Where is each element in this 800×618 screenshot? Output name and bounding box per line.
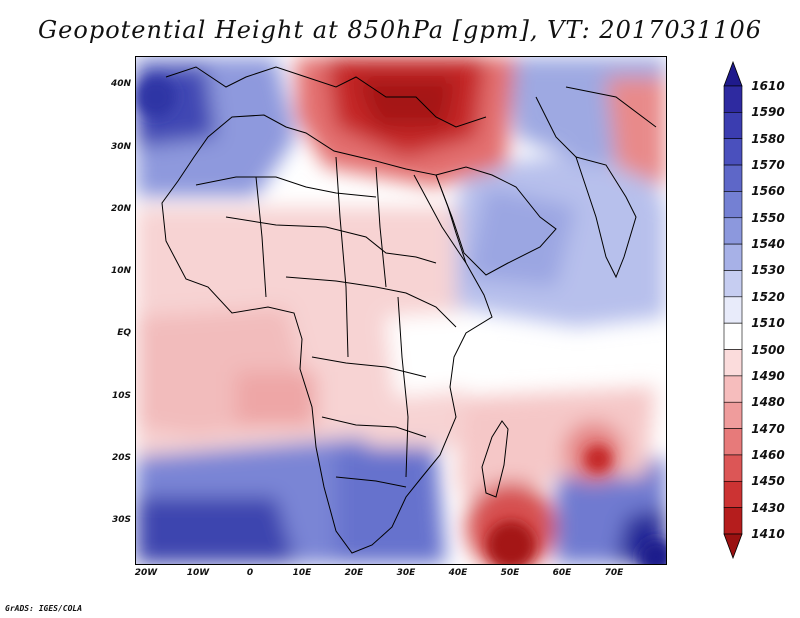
lon-tick-60e: 60E	[552, 568, 572, 578]
colorbar-level-label: 1410	[751, 527, 785, 541]
colorbar-swatch	[723, 296, 743, 324]
lat-tick-30s: 30S	[111, 515, 131, 525]
colorbar-level-label: 1610	[751, 79, 785, 93]
colorbar-swatch	[723, 322, 743, 350]
colorbar-level-label: 1470	[751, 421, 785, 436]
colorbar-swatch	[723, 480, 743, 508]
geopotential-field-map	[136, 57, 666, 564]
colorbar-swatch	[723, 243, 743, 271]
colorbar-level-label: 1430	[751, 500, 785, 515]
colorbar-swatch	[723, 507, 743, 535]
lon-tick-70e: 70E	[604, 568, 624, 578]
credit-text: GrADS: IGES/COLA	[5, 604, 83, 613]
colorbar-swatch	[723, 138, 743, 166]
colorbar-swatch	[723, 401, 743, 429]
colorbar-swatches	[723, 60, 743, 560]
colorbar-level-label: 1570	[751, 158, 785, 173]
lon-tick-40e: 40E	[448, 568, 468, 578]
lon-tick-50e: 50E	[500, 568, 520, 578]
colorbar-level-label: 1520	[751, 289, 785, 304]
colorbar-level-label: 1580	[751, 131, 785, 146]
lat-tick-20n: 20N	[110, 204, 131, 214]
colorbar-bottom-arrow	[723, 533, 743, 560]
colorbar-level-label: 1540	[751, 237, 785, 252]
colorbar-swatch	[723, 112, 743, 140]
colorbar-level-label: 1450	[751, 474, 785, 489]
colorbar-swatch	[723, 375, 743, 403]
lon-tick-10w: 10W	[186, 568, 210, 578]
chart-title: Geopotential Height at 850hPa [gpm], VT:…	[38, 16, 762, 44]
colorbar-level-label: 1460	[751, 447, 785, 462]
colorbar-legend: 1610 1590 1580 1570 1560 1550 1540 1530 1520 1510…	[722, 60, 786, 560]
lon-tick-0: 0	[246, 568, 254, 578]
colorbar-swatch	[723, 454, 743, 482]
colorbar-swatch	[723, 349, 743, 377]
lat-tick-10s: 10S	[111, 391, 131, 401]
height-field-blobs	[136, 57, 666, 564]
map-plot-area[interactable]	[135, 56, 667, 565]
colorbar-swatch	[723, 428, 743, 456]
colorbar-swatch	[723, 270, 743, 298]
colorbar-level-label: 1590	[751, 105, 785, 120]
lon-tick-30e: 30E	[396, 568, 416, 578]
coastline-outlines	[161, 66, 657, 554]
lon-tick-20w: 20W	[134, 568, 158, 578]
lat-tick-eq: EQ	[117, 328, 131, 338]
colorbar-swatch	[723, 85, 743, 113]
lon-tick-20e: 20E	[344, 568, 364, 578]
colorbar-level-label: 1500	[751, 342, 785, 357]
colorbar-level-label: 1530	[751, 263, 785, 278]
lat-tick-30n: 30N	[110, 142, 131, 152]
colorbar-level-label: 1490	[751, 368, 785, 383]
colorbar-swatch	[723, 217, 743, 245]
colorbar-level-label: 1510	[751, 316, 785, 331]
colorbar-swatch	[723, 164, 743, 192]
colorbar-level-label: 1560	[751, 184, 785, 199]
colorbar-level-label: 1550	[751, 210, 785, 225]
colorbar-swatch	[723, 191, 743, 219]
lat-tick-20s: 20S	[111, 453, 131, 463]
colorbar-level-label: 1480	[751, 395, 785, 410]
height-field-cores	[136, 77, 666, 564]
colorbar-top-arrow	[723, 60, 743, 87]
lat-tick-10n: 10N	[110, 266, 131, 276]
lon-tick-10e: 10E	[292, 568, 312, 578]
lat-tick-40n: 40N	[110, 79, 131, 89]
